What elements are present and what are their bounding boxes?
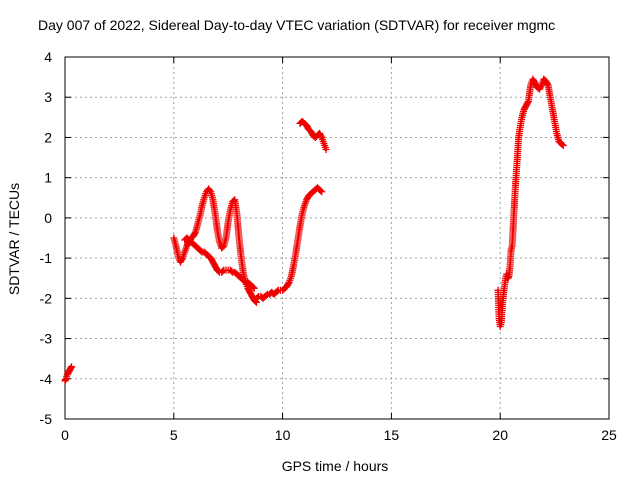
y-tick-label: 3 <box>44 89 52 105</box>
data-point <box>322 146 330 154</box>
y-tick-labels: -5 -4 -3 -2 -1 0 1 2 3 4 <box>40 49 53 427</box>
axis-ticks <box>64 56 610 420</box>
data-point-fill <box>227 267 235 275</box>
y-tick-label: -3 <box>40 331 53 347</box>
x-tick-label: 25 <box>601 427 617 443</box>
data-point <box>318 188 326 196</box>
x-tick-label: 15 <box>384 427 400 443</box>
series-segment-2 <box>170 185 260 306</box>
data-point-fill <box>273 287 281 295</box>
data-point-fill <box>543 80 551 88</box>
y-tick-label: -4 <box>40 371 53 387</box>
x-axis-label: GPS time / hours <box>282 458 389 474</box>
data-point-fill <box>537 82 545 90</box>
x-tick-label: 20 <box>492 427 508 443</box>
data-point-fill <box>219 243 227 251</box>
y-tick-label: -2 <box>40 290 53 306</box>
series-segment-4 <box>252 184 326 302</box>
y-axis-label: SDTVAR / TECUs <box>6 183 22 295</box>
data-point-fill <box>219 267 227 275</box>
data-point-fill <box>197 247 205 255</box>
x-tick-label: 5 <box>170 427 178 443</box>
data-point-fill <box>317 187 325 195</box>
data-point-fill <box>206 186 214 194</box>
series-segment-6 <box>494 75 567 330</box>
data-point-fill <box>284 280 292 288</box>
y-tick-label: 0 <box>44 210 52 226</box>
data-point <box>250 284 258 292</box>
grid-lines <box>65 57 609 419</box>
data-point-fill <box>558 140 566 148</box>
y-tick-label: -5 <box>40 411 53 427</box>
y-tick-label: 2 <box>44 129 52 145</box>
y-tick-label: 1 <box>44 170 52 186</box>
data-point-fill <box>178 255 186 263</box>
data-point <box>559 141 567 149</box>
series-segment-5 <box>296 117 330 154</box>
plot-frame <box>64 56 610 420</box>
x-tick-label: 10 <box>275 427 291 443</box>
data-point-fill <box>191 229 199 237</box>
data-point-fill <box>524 99 532 107</box>
chart-title: Day 007 of 2022, Sidereal Day-to-day VTE… <box>38 17 555 33</box>
data-point-fill <box>249 283 257 291</box>
data-point-fill <box>251 297 259 305</box>
data-point <box>68 363 76 371</box>
x-tick-labels: 0 5 10 15 20 25 <box>61 427 617 443</box>
data-point-fill <box>241 277 249 285</box>
data-points <box>61 75 567 385</box>
data-point-fill <box>262 291 270 299</box>
data-point-fill <box>317 132 325 140</box>
x-tick-label: 0 <box>61 427 69 443</box>
y-tick-label: 4 <box>44 49 52 65</box>
series-segment-1 <box>61 363 76 385</box>
y-tick-label: -1 <box>40 250 53 266</box>
series-segment-3 <box>181 234 258 292</box>
